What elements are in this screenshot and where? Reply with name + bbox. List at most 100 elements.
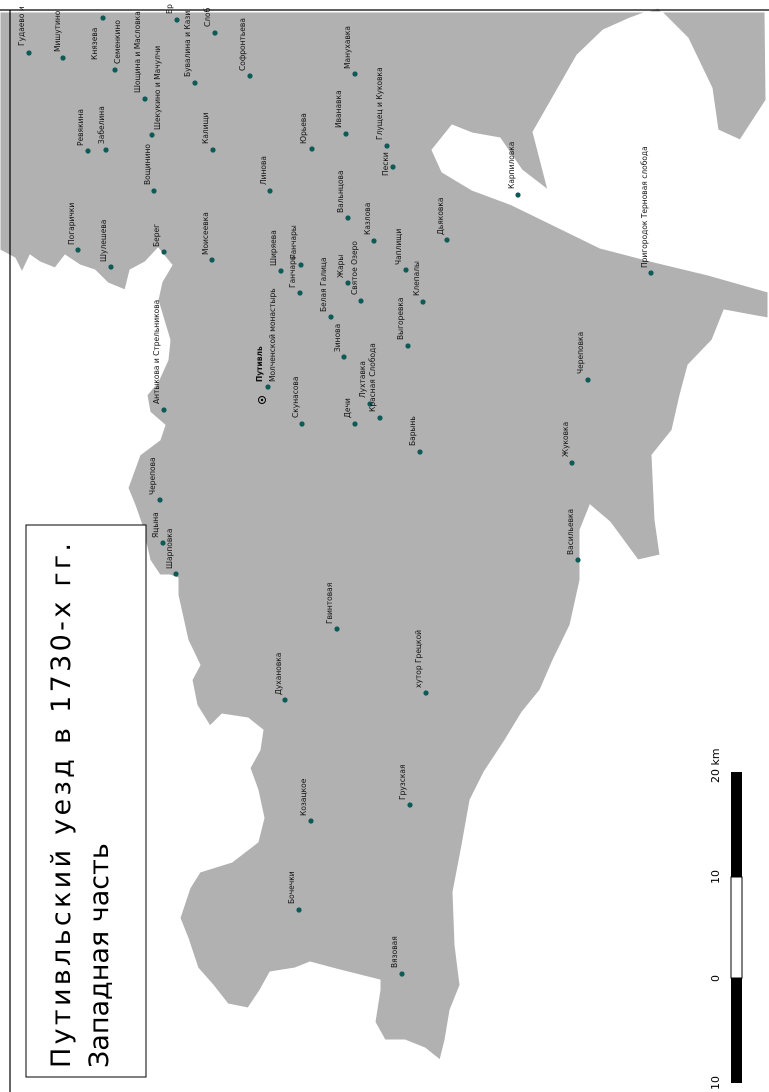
settlement-marker <box>212 30 218 36</box>
settlement-label: Казлова <box>363 203 372 235</box>
settlement-label: Грузская <box>398 764 407 800</box>
settlement-label: Гудаево и <box>17 6 26 46</box>
settlement-marker <box>403 267 409 273</box>
settlement-marker <box>390 164 396 170</box>
settlement-marker <box>149 132 155 138</box>
settlement-marker <box>405 343 411 349</box>
settlement-label: Ширяева <box>269 230 278 266</box>
settlement-label: Васильевка <box>566 509 575 555</box>
settlement-marker <box>161 249 167 255</box>
settlement-marker <box>282 697 288 703</box>
settlement-marker <box>174 17 180 23</box>
settlement-marker <box>352 421 358 427</box>
capital-label: Путивль <box>255 346 264 382</box>
settlement-label: Калищи <box>201 112 210 144</box>
settlement-marker <box>75 247 81 253</box>
capital-marker <box>258 396 266 404</box>
settlement-marker <box>377 415 383 421</box>
settlements-layer: Путивль Молченской монастырь Гудаево и Мишу… <box>17 4 654 977</box>
scale-label-minus10: 10 <box>709 1076 722 1090</box>
settlement-label: Шулешева <box>99 220 108 262</box>
settlement-marker <box>157 497 163 503</box>
settlement-marker <box>384 143 390 149</box>
settlement-label: Ганчары <box>288 254 297 288</box>
scale-bar: 20 km 10 0 10 <box>709 748 743 1090</box>
settlement-label: Глущец и Куковка <box>375 67 384 140</box>
settlement-marker <box>112 67 118 73</box>
settlement-label: Слоб <box>203 7 212 27</box>
settlement-marker <box>209 257 215 263</box>
settlement-marker <box>299 421 305 427</box>
settlement-label: Семенкино <box>113 20 122 64</box>
settlement-marker <box>161 407 167 413</box>
settlement-label: Софронтьева <box>238 18 247 71</box>
settlement-label: Шощина и Масловка <box>133 11 142 93</box>
settlement-label: Вязовая <box>390 936 399 968</box>
settlement-marker <box>160 540 166 546</box>
settlement-label: Молченской монастырь <box>268 288 277 382</box>
settlement-label: Шарповка <box>165 529 174 569</box>
settlement-marker <box>173 571 179 577</box>
scale-label-0: 0 <box>709 975 722 982</box>
settlement-marker <box>648 270 654 276</box>
settlement-marker <box>247 73 253 79</box>
scale-seg-1 <box>731 772 742 877</box>
settlement-marker <box>423 690 429 696</box>
settlement-marker <box>585 377 591 383</box>
settlement-marker <box>399 971 405 977</box>
settlement-marker <box>309 146 315 152</box>
settlement-marker <box>103 147 109 153</box>
settlement-marker <box>308 818 314 824</box>
settlement-label: Дьяковка <box>436 198 445 235</box>
settlement-label: Погарички <box>67 203 76 245</box>
settlement-label: Скунасова <box>291 377 300 418</box>
settlement-label: Клепалы <box>412 261 421 296</box>
settlement-marker <box>297 290 303 296</box>
settlement-label: Линова <box>259 156 268 185</box>
settlement-marker <box>367 401 373 407</box>
settlement-label: Карпиловка <box>507 142 516 189</box>
settlement-marker <box>278 268 284 274</box>
settlement-label: Белая Галица <box>319 257 328 312</box>
settlement-marker <box>515 192 521 198</box>
title-line2: Западная часть <box>84 843 115 1068</box>
settlement-label: Бр <box>165 4 174 14</box>
settlement-marker <box>85 148 91 154</box>
settlement-marker <box>265 384 271 390</box>
settlement-label: Моисеевка <box>201 212 210 255</box>
settlement-label: Лухтавка <box>358 361 367 398</box>
settlement-marker <box>407 802 413 808</box>
settlement-label: Яцына <box>151 512 160 538</box>
scale-label-20: 20 km <box>709 748 722 783</box>
settlement-label: Барынь <box>408 416 417 446</box>
settlement-label: Черепова <box>148 457 157 495</box>
scale-label-10: 10 <box>709 870 722 884</box>
settlement-label: Жуковка <box>561 422 570 457</box>
settlement-marker <box>328 314 334 320</box>
settlement-marker <box>151 188 157 194</box>
settlement-marker <box>417 449 423 455</box>
settlement-marker <box>575 557 581 563</box>
settlement-label: Князева <box>90 28 99 60</box>
settlement-label: Жары <box>336 255 345 278</box>
settlement-marker <box>334 626 340 632</box>
settlement-marker <box>371 238 377 244</box>
settlement-label: Гвинтовая <box>325 583 334 624</box>
settlement-marker <box>26 50 32 56</box>
settlement-marker <box>444 237 450 243</box>
settlement-marker <box>108 264 114 270</box>
settlement-label: Духановка <box>274 653 283 695</box>
settlement-label: Дечи <box>343 398 352 418</box>
settlement-label: Пески <box>381 152 390 176</box>
settlement-label: Берег <box>152 224 161 247</box>
settlement-label: Чаплищи <box>394 229 403 265</box>
settlement-marker <box>345 280 351 286</box>
settlement-marker <box>569 460 575 466</box>
settlement-label: Зинова <box>333 324 342 352</box>
settlement-label: Череповка <box>576 332 585 374</box>
settlement-label: Святое Озеро <box>350 241 359 295</box>
settlement-marker <box>60 55 66 61</box>
settlement-label: Ганчары <box>289 225 298 259</box>
settlement-marker <box>343 131 349 137</box>
settlement-marker <box>341 354 347 360</box>
